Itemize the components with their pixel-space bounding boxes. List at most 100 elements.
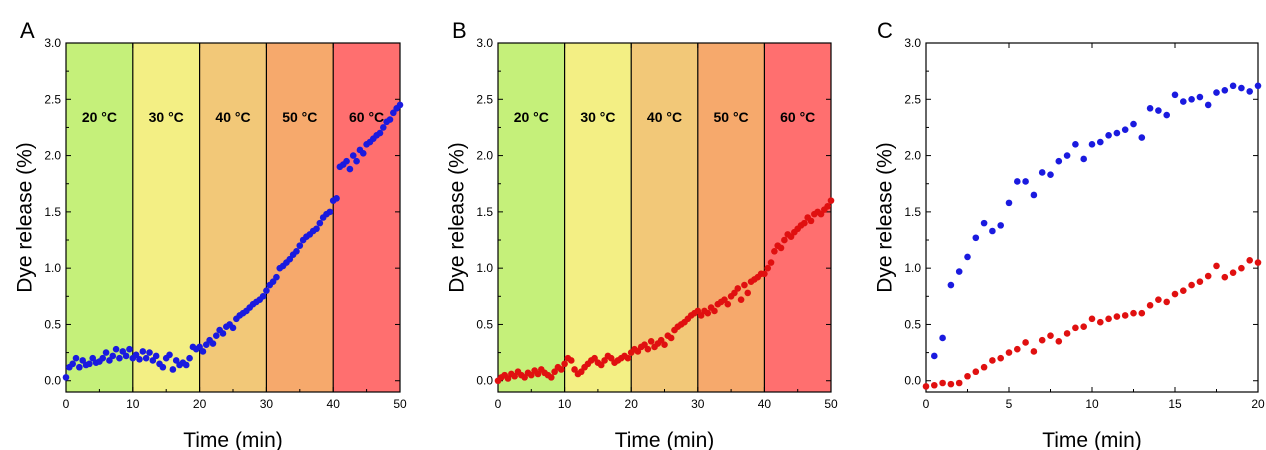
data-point <box>313 225 320 233</box>
y-tick-label: 1.5 <box>904 205 921 219</box>
data-point <box>1213 89 1220 96</box>
y-tick-label: 0.0 <box>904 374 921 388</box>
x-tick-label: 0 <box>923 397 930 411</box>
y-tick-label: 0.0 <box>476 374 493 388</box>
data-point <box>989 357 996 364</box>
x-tick-label: 0 <box>495 397 502 411</box>
y-tick-label: 0.5 <box>476 317 493 331</box>
x-tick-label: 30 <box>260 397 274 411</box>
data-point <box>931 352 938 360</box>
data-point <box>1221 273 1229 281</box>
data-point <box>777 244 785 252</box>
data-point <box>1246 88 1253 95</box>
y-tick-label: 2.5 <box>904 92 921 106</box>
data-point <box>667 334 675 342</box>
data-point <box>1171 91 1179 99</box>
data-point <box>1055 157 1063 165</box>
data-point <box>76 363 83 371</box>
data-point <box>1022 339 1029 346</box>
x-tick-label: 20 <box>193 397 207 411</box>
y-tick-label: 2.0 <box>904 149 921 163</box>
data-point <box>333 195 340 202</box>
data-point <box>504 375 512 382</box>
data-point <box>1221 86 1229 94</box>
data-point <box>1097 318 1104 326</box>
data-point <box>146 349 153 356</box>
chart-panel-c: 0 5 10 15 20 0.0 0.5 1.0 1.5 2.0 2.5 3.0 Time (min) D… <box>873 18 1265 450</box>
temperature-band <box>66 43 133 392</box>
data-point <box>704 309 712 317</box>
data-point <box>1138 134 1146 141</box>
data-point <box>1155 296 1162 303</box>
data-point <box>346 165 354 173</box>
data-point <box>202 341 210 349</box>
data-point <box>109 352 117 360</box>
temperature-band <box>132 43 200 392</box>
data-point <box>761 270 768 278</box>
x-tick-label: 50 <box>393 397 407 411</box>
data-point <box>213 332 220 340</box>
data-point <box>1188 95 1195 103</box>
data-point <box>644 345 652 353</box>
data-point <box>396 101 404 109</box>
data-point <box>152 352 160 360</box>
data-point <box>1047 332 1054 340</box>
data-point <box>259 293 267 300</box>
data-point <box>102 349 110 356</box>
data-point <box>972 234 980 242</box>
data-point <box>980 363 988 371</box>
data-point <box>1063 152 1071 159</box>
band-label: 30 °C <box>580 109 615 125</box>
data-point <box>781 236 788 244</box>
data-point <box>1196 278 1204 285</box>
data-point <box>1080 323 1087 331</box>
data-point <box>62 374 70 381</box>
data-point <box>1113 129 1121 137</box>
data-point <box>955 268 963 275</box>
data-point <box>922 383 930 390</box>
data-point <box>296 242 304 249</box>
y-axis-label: Dye release (%) <box>873 142 896 293</box>
data-point <box>980 219 988 227</box>
data-point <box>1146 104 1154 112</box>
data-point <box>1188 281 1195 289</box>
data-point <box>939 334 946 342</box>
data-point <box>1254 259 1262 266</box>
data-point <box>801 219 808 227</box>
data-point <box>661 341 668 349</box>
data-point <box>273 273 280 281</box>
data-point <box>122 352 130 360</box>
data-point <box>269 278 277 285</box>
x-axis-label: Time (min) <box>183 429 283 450</box>
data-point <box>597 361 605 369</box>
data-point <box>106 357 113 364</box>
data-point <box>1130 309 1137 317</box>
data-point <box>286 255 294 263</box>
data-point <box>126 345 133 353</box>
data-point <box>744 289 752 297</box>
y-tick-label: 3.0 <box>476 36 493 50</box>
data-point <box>737 296 745 303</box>
data-point <box>721 296 728 303</box>
data-point <box>1113 313 1121 320</box>
x-axis-label: Time (min) <box>615 429 715 450</box>
data-point <box>196 343 203 351</box>
data-point <box>1229 82 1237 90</box>
data-point <box>1163 111 1170 119</box>
data-point <box>69 360 76 368</box>
data-point <box>1105 315 1112 323</box>
y-axis-label: Dye release (%) <box>445 142 468 293</box>
data-point <box>1105 132 1112 139</box>
data-point <box>149 357 157 364</box>
temperature-band <box>199 43 267 392</box>
data-point <box>326 208 334 216</box>
data-point <box>697 312 705 319</box>
data-point <box>817 210 825 218</box>
data-point <box>1088 315 1096 323</box>
panel-letter: B <box>452 18 467 43</box>
data-point <box>1080 155 1087 163</box>
data-point <box>72 354 80 362</box>
data-point <box>219 330 227 337</box>
data-point <box>964 253 971 261</box>
